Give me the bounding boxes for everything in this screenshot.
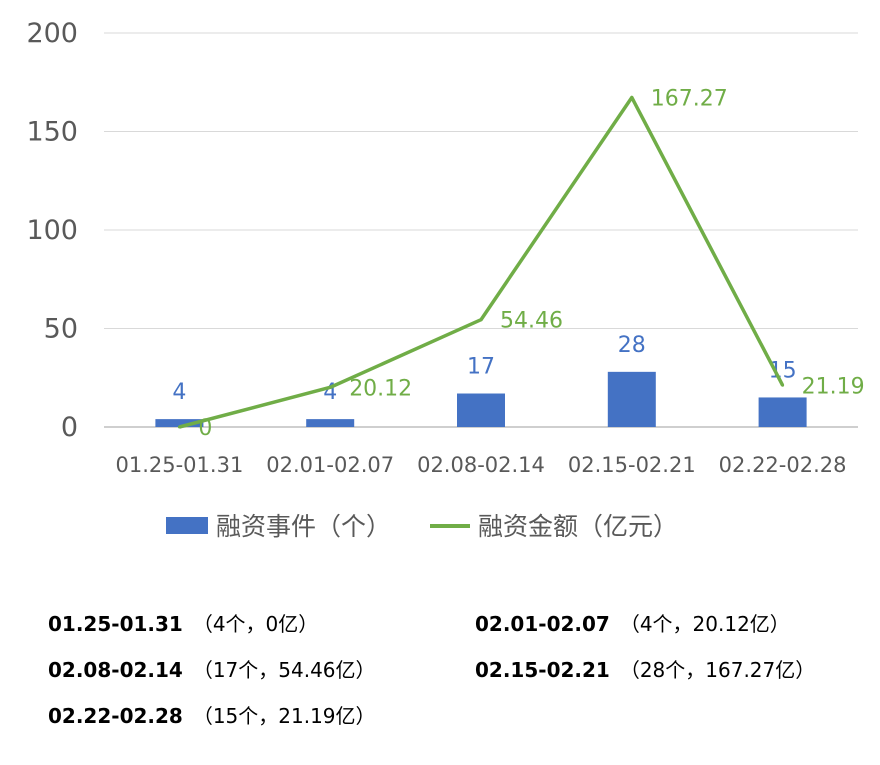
- summary-period: 02.01-02.07: [475, 612, 610, 636]
- line-point: [177, 425, 181, 429]
- y-tick-label: 50: [44, 314, 78, 345]
- summary-period: 02.22-02.28: [48, 704, 183, 728]
- line-data-label: 21.19: [802, 374, 865, 399]
- summary-detail: （4个，0亿）: [192, 612, 319, 636]
- line-data-label: 167.27: [651, 86, 728, 111]
- line-point: [328, 385, 332, 389]
- x-axis: 01.25-01.31 02.01-02.07 02.08-02.14 02.15-0…: [115, 453, 846, 477]
- summary-detail: （15个，21.19亿）: [192, 704, 376, 728]
- y-tick-label: 0: [61, 412, 78, 443]
- bar: [155, 419, 204, 427]
- summary-period: 02.08-02.14: [48, 658, 183, 682]
- line-data-label: 20.12: [349, 376, 412, 401]
- x-tick-label: 01.25-01.31: [115, 453, 243, 477]
- x-tick-label: 02.08-02.14: [417, 453, 545, 477]
- bar: [457, 393, 505, 427]
- summary-detail: （28个，167.27亿）: [619, 658, 816, 682]
- bar: [758, 397, 807, 427]
- line-data-label: 54.46: [500, 309, 563, 334]
- legend: 融资事件（个） 融资金额（亿元）: [166, 512, 678, 541]
- bar-data-label: 15: [769, 358, 797, 383]
- line-point: [781, 383, 785, 387]
- bar: [607, 371, 656, 427]
- x-tick-label: 02.15-02.21: [568, 453, 696, 477]
- line-data-label: 0: [198, 416, 212, 441]
- y-tick-label: 150: [26, 117, 78, 148]
- summary-item: 02.01-02.07 （4个，20.12亿）: [475, 608, 790, 637]
- summary-period: 01.25-01.31: [48, 612, 183, 636]
- x-tick-label: 02.01-02.07: [266, 453, 394, 477]
- bar-data-label: 17: [467, 355, 495, 380]
- bar-data-label: 4: [172, 380, 186, 405]
- y-axis: 0 50 100 150 200: [26, 18, 78, 443]
- summary-item: 02.15-02.21 （28个，167.27亿）: [475, 654, 815, 683]
- bar-data-label: 28: [618, 333, 646, 358]
- y-tick-label: 200: [26, 18, 78, 49]
- summary-item: 01.25-01.31 （4个，0亿）: [48, 608, 318, 637]
- line-point: [630, 95, 634, 99]
- line-series: 0 20.12 54.46 167.27 21.19: [177, 86, 865, 441]
- legend-line-label: 融资金额（亿元）: [478, 512, 678, 541]
- summary-item: 02.22-02.28 （15个，21.19亿）: [48, 700, 376, 729]
- summary-period: 02.15-02.21: [475, 658, 610, 682]
- summary-detail: （4个，20.12亿）: [619, 612, 790, 636]
- legend-bar-swatch: [166, 517, 208, 534]
- x-tick-label: 02.22-02.28: [719, 453, 847, 477]
- summary-detail: （17个，54.46亿）: [192, 658, 376, 682]
- summary-item: 02.08-02.14 （17个，54.46亿）: [48, 654, 376, 683]
- bar: [306, 419, 355, 427]
- legend-bar-label: 融资事件（个）: [216, 512, 391, 541]
- line-point: [479, 318, 483, 322]
- y-tick-label: 100: [26, 215, 78, 246]
